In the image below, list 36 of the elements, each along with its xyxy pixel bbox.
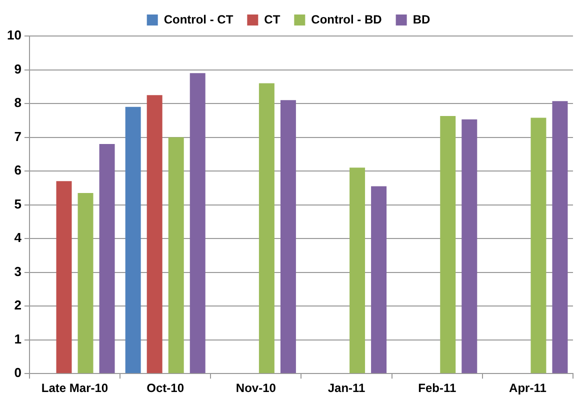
bar — [371, 186, 387, 374]
bar — [280, 100, 296, 374]
x-tick-label: Feb-11 — [418, 381, 456, 396]
x-tick-label: Jan-11 — [328, 381, 366, 396]
y-tick-label: 3 — [14, 264, 22, 279]
bar — [168, 137, 184, 374]
bar — [258, 83, 274, 374]
y-tick-label: 8 — [14, 95, 22, 110]
y-tick-label: 7 — [14, 128, 22, 144]
bar — [146, 95, 162, 374]
y-tick-label: 4 — [14, 230, 22, 246]
bar — [440, 116, 456, 374]
y-tick-label: 9 — [14, 61, 22, 76]
y-tick-label: 10 — [6, 28, 22, 43]
bar — [99, 144, 115, 374]
bar — [190, 73, 206, 374]
x-tick-label: Apr-11 — [509, 381, 547, 396]
x-tick-label: Late Mar-10 — [41, 381, 108, 396]
bar — [462, 119, 478, 374]
y-tick-label: 5 — [14, 196, 22, 212]
bar — [56, 181, 72, 374]
x-tick-label: Oct-10 — [146, 381, 184, 396]
bar — [78, 192, 94, 374]
legend-label: BD — [412, 12, 430, 26]
bar — [530, 118, 546, 374]
bar — [552, 101, 568, 374]
x-tick-label: Nov-10 — [236, 381, 276, 396]
bar — [350, 168, 366, 374]
y-tick-label: 1 — [14, 331, 22, 346]
bar — [125, 106, 141, 374]
legend-label: Control - CT — [164, 12, 234, 26]
legend-label: CT — [264, 12, 281, 26]
y-tick-label: 2 — [14, 298, 22, 313]
legend-label: Control - BD — [311, 12, 382, 26]
y-tick-label: 6 — [14, 162, 22, 178]
y-tick-label: 0 — [14, 365, 22, 380]
